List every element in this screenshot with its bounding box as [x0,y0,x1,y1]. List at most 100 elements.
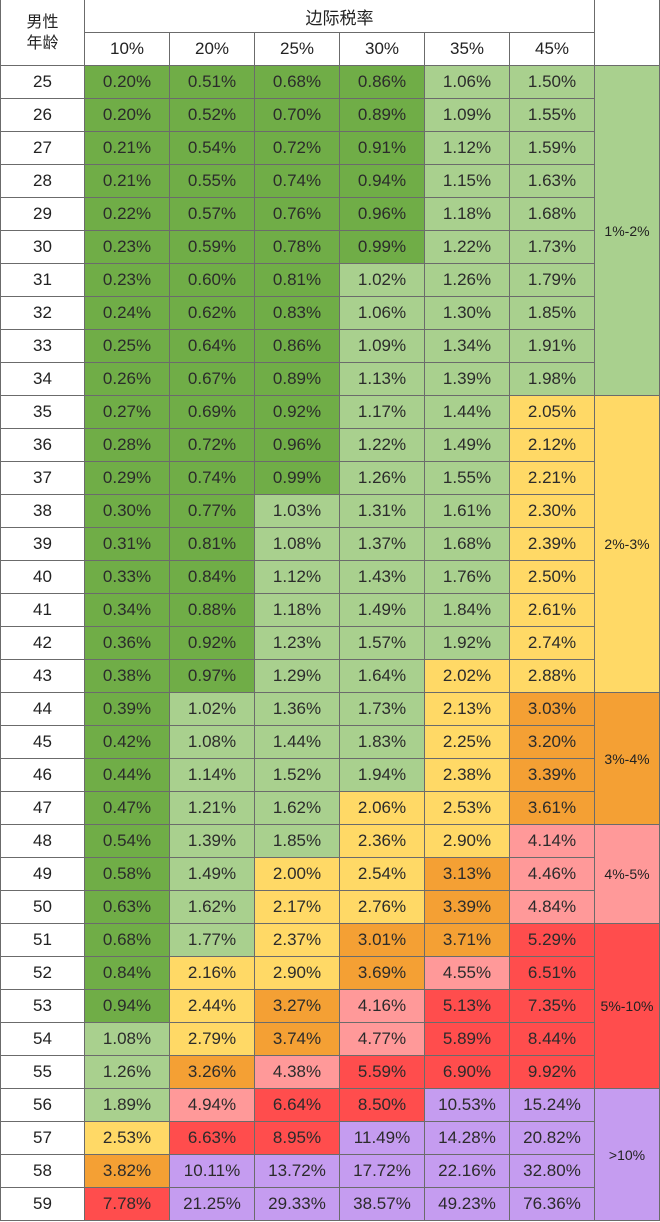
rate-value-cell: 1.89% [85,1089,170,1122]
rate-value-cell: 0.94% [340,165,425,198]
rate-value-cell: 0.89% [340,99,425,132]
rate-value-cell: 3.27% [255,990,340,1023]
rate-value-cell: 1.49% [425,429,510,462]
age-cell: 31 [0,264,85,297]
rate-value-cell: 1.94% [340,759,425,792]
rate-value-cell: 2.12% [510,429,595,462]
age-cell: 39 [0,528,85,561]
rate-value-cell: 0.20% [85,99,170,132]
rate-value-cell: 1.52% [255,759,340,792]
rate-value-cell: 1.68% [425,528,510,561]
age-cell: 52 [0,957,85,990]
rate-value-cell: 1.39% [425,363,510,396]
rate-value-cell: 1.29% [255,660,340,693]
rate-value-cell: 1.68% [510,198,595,231]
rate-value-cell: 0.81% [255,264,340,297]
rate-value-cell: 0.31% [85,528,170,561]
age-cell: 40 [0,561,85,594]
rate-value-cell: 1.08% [170,726,255,759]
rate-value-cell: 1.18% [425,198,510,231]
rate-value-cell: 2.44% [170,990,255,1023]
rate-value-cell: 4.14% [510,825,595,858]
rate-value-cell: 4.46% [510,858,595,891]
rate-value-cell: 1.30% [425,297,510,330]
rate-value-cell: 0.28% [85,429,170,462]
age-cell: 26 [0,99,85,132]
rate-header: 35% [425,33,510,66]
rate-value-cell: 0.55% [170,165,255,198]
rate-value-cell: 6.64% [255,1089,340,1122]
rate-value-cell: 0.24% [85,297,170,330]
rate-value-cell: 1.37% [340,528,425,561]
age-cell: 28 [0,165,85,198]
rate-value-cell: 1.22% [425,231,510,264]
rate-value-cell: 1.26% [85,1056,170,1089]
rate-value-cell: 0.52% [170,99,255,132]
rate-value-cell: 10.53% [425,1089,510,1122]
rate-value-cell: 0.68% [255,66,340,99]
rate-value-cell: 3.82% [85,1155,170,1188]
rate-value-cell: 1.73% [340,693,425,726]
rate-value-cell: 1.84% [425,594,510,627]
rate-value-cell: 0.57% [170,198,255,231]
rate-value-cell: 1.09% [425,99,510,132]
rate-value-cell: 1.91% [510,330,595,363]
rate-value-cell: 0.84% [85,957,170,990]
rate-value-cell: 0.94% [85,990,170,1023]
age-cell: 29 [0,198,85,231]
rate-value-cell: 1.22% [340,429,425,462]
rate-value-cell: 38.57% [340,1188,425,1221]
rate-value-cell: 1.26% [340,462,425,495]
rate-value-cell: 0.51% [170,66,255,99]
rate-value-cell: 20.82% [510,1122,595,1155]
rate-value-cell: 2.02% [425,660,510,693]
rate-value-cell: 1.73% [510,231,595,264]
rate-value-cell: 3.61% [510,792,595,825]
rate-value-cell: 1.12% [425,132,510,165]
rate-header: 30% [340,33,425,66]
age-cell: 33 [0,330,85,363]
rate-value-cell: 0.99% [255,462,340,495]
rate-value-cell: 1.83% [340,726,425,759]
age-cell: 36 [0,429,85,462]
age-cell: 34 [0,363,85,396]
age-cell: 57 [0,1122,85,1155]
rate-value-cell: 1.36% [255,693,340,726]
rate-value-cell: 0.54% [170,132,255,165]
rate-value-cell: 0.89% [255,363,340,396]
rate-value-cell: 2.53% [425,792,510,825]
rate-value-cell: 0.99% [340,231,425,264]
age-cell: 32 [0,297,85,330]
age-cell: 55 [0,1056,85,1089]
rate-value-cell: 1.31% [340,495,425,528]
rate-value-cell: 0.68% [85,924,170,957]
rate-value-cell: 1.76% [425,561,510,594]
rate-value-cell: 1.02% [340,264,425,297]
rate-value-cell: 3.26% [170,1056,255,1089]
rate-value-cell: 0.84% [170,561,255,594]
rate-value-cell: 0.38% [85,660,170,693]
age-cell: 54 [0,1023,85,1056]
rate-value-cell: 7.35% [510,990,595,1023]
rate-value-cell: 3.69% [340,957,425,990]
rate-value-cell: 0.59% [170,231,255,264]
rate-value-cell: 0.69% [170,396,255,429]
rate-value-cell: 2.30% [510,495,595,528]
rate-value-cell: 3.39% [510,759,595,792]
rate-value-cell: 4.94% [170,1089,255,1122]
rate-value-cell: 1.85% [510,297,595,330]
rate-value-cell: 4.16% [340,990,425,1023]
age-cell: 50 [0,891,85,924]
rate-value-cell: 21.25% [170,1188,255,1221]
rate-value-cell: 0.23% [85,264,170,297]
band-label: >10% [595,1089,660,1221]
rate-value-cell: 0.91% [340,132,425,165]
rate-value-cell: 0.34% [85,594,170,627]
rate-value-cell: 0.96% [340,198,425,231]
rate-value-cell: 0.63% [85,891,170,924]
age-cell: 37 [0,462,85,495]
rate-value-cell: 2.16% [170,957,255,990]
rate-value-cell: 0.25% [85,330,170,363]
rate-value-cell: 2.90% [425,825,510,858]
age-cell: 41 [0,594,85,627]
